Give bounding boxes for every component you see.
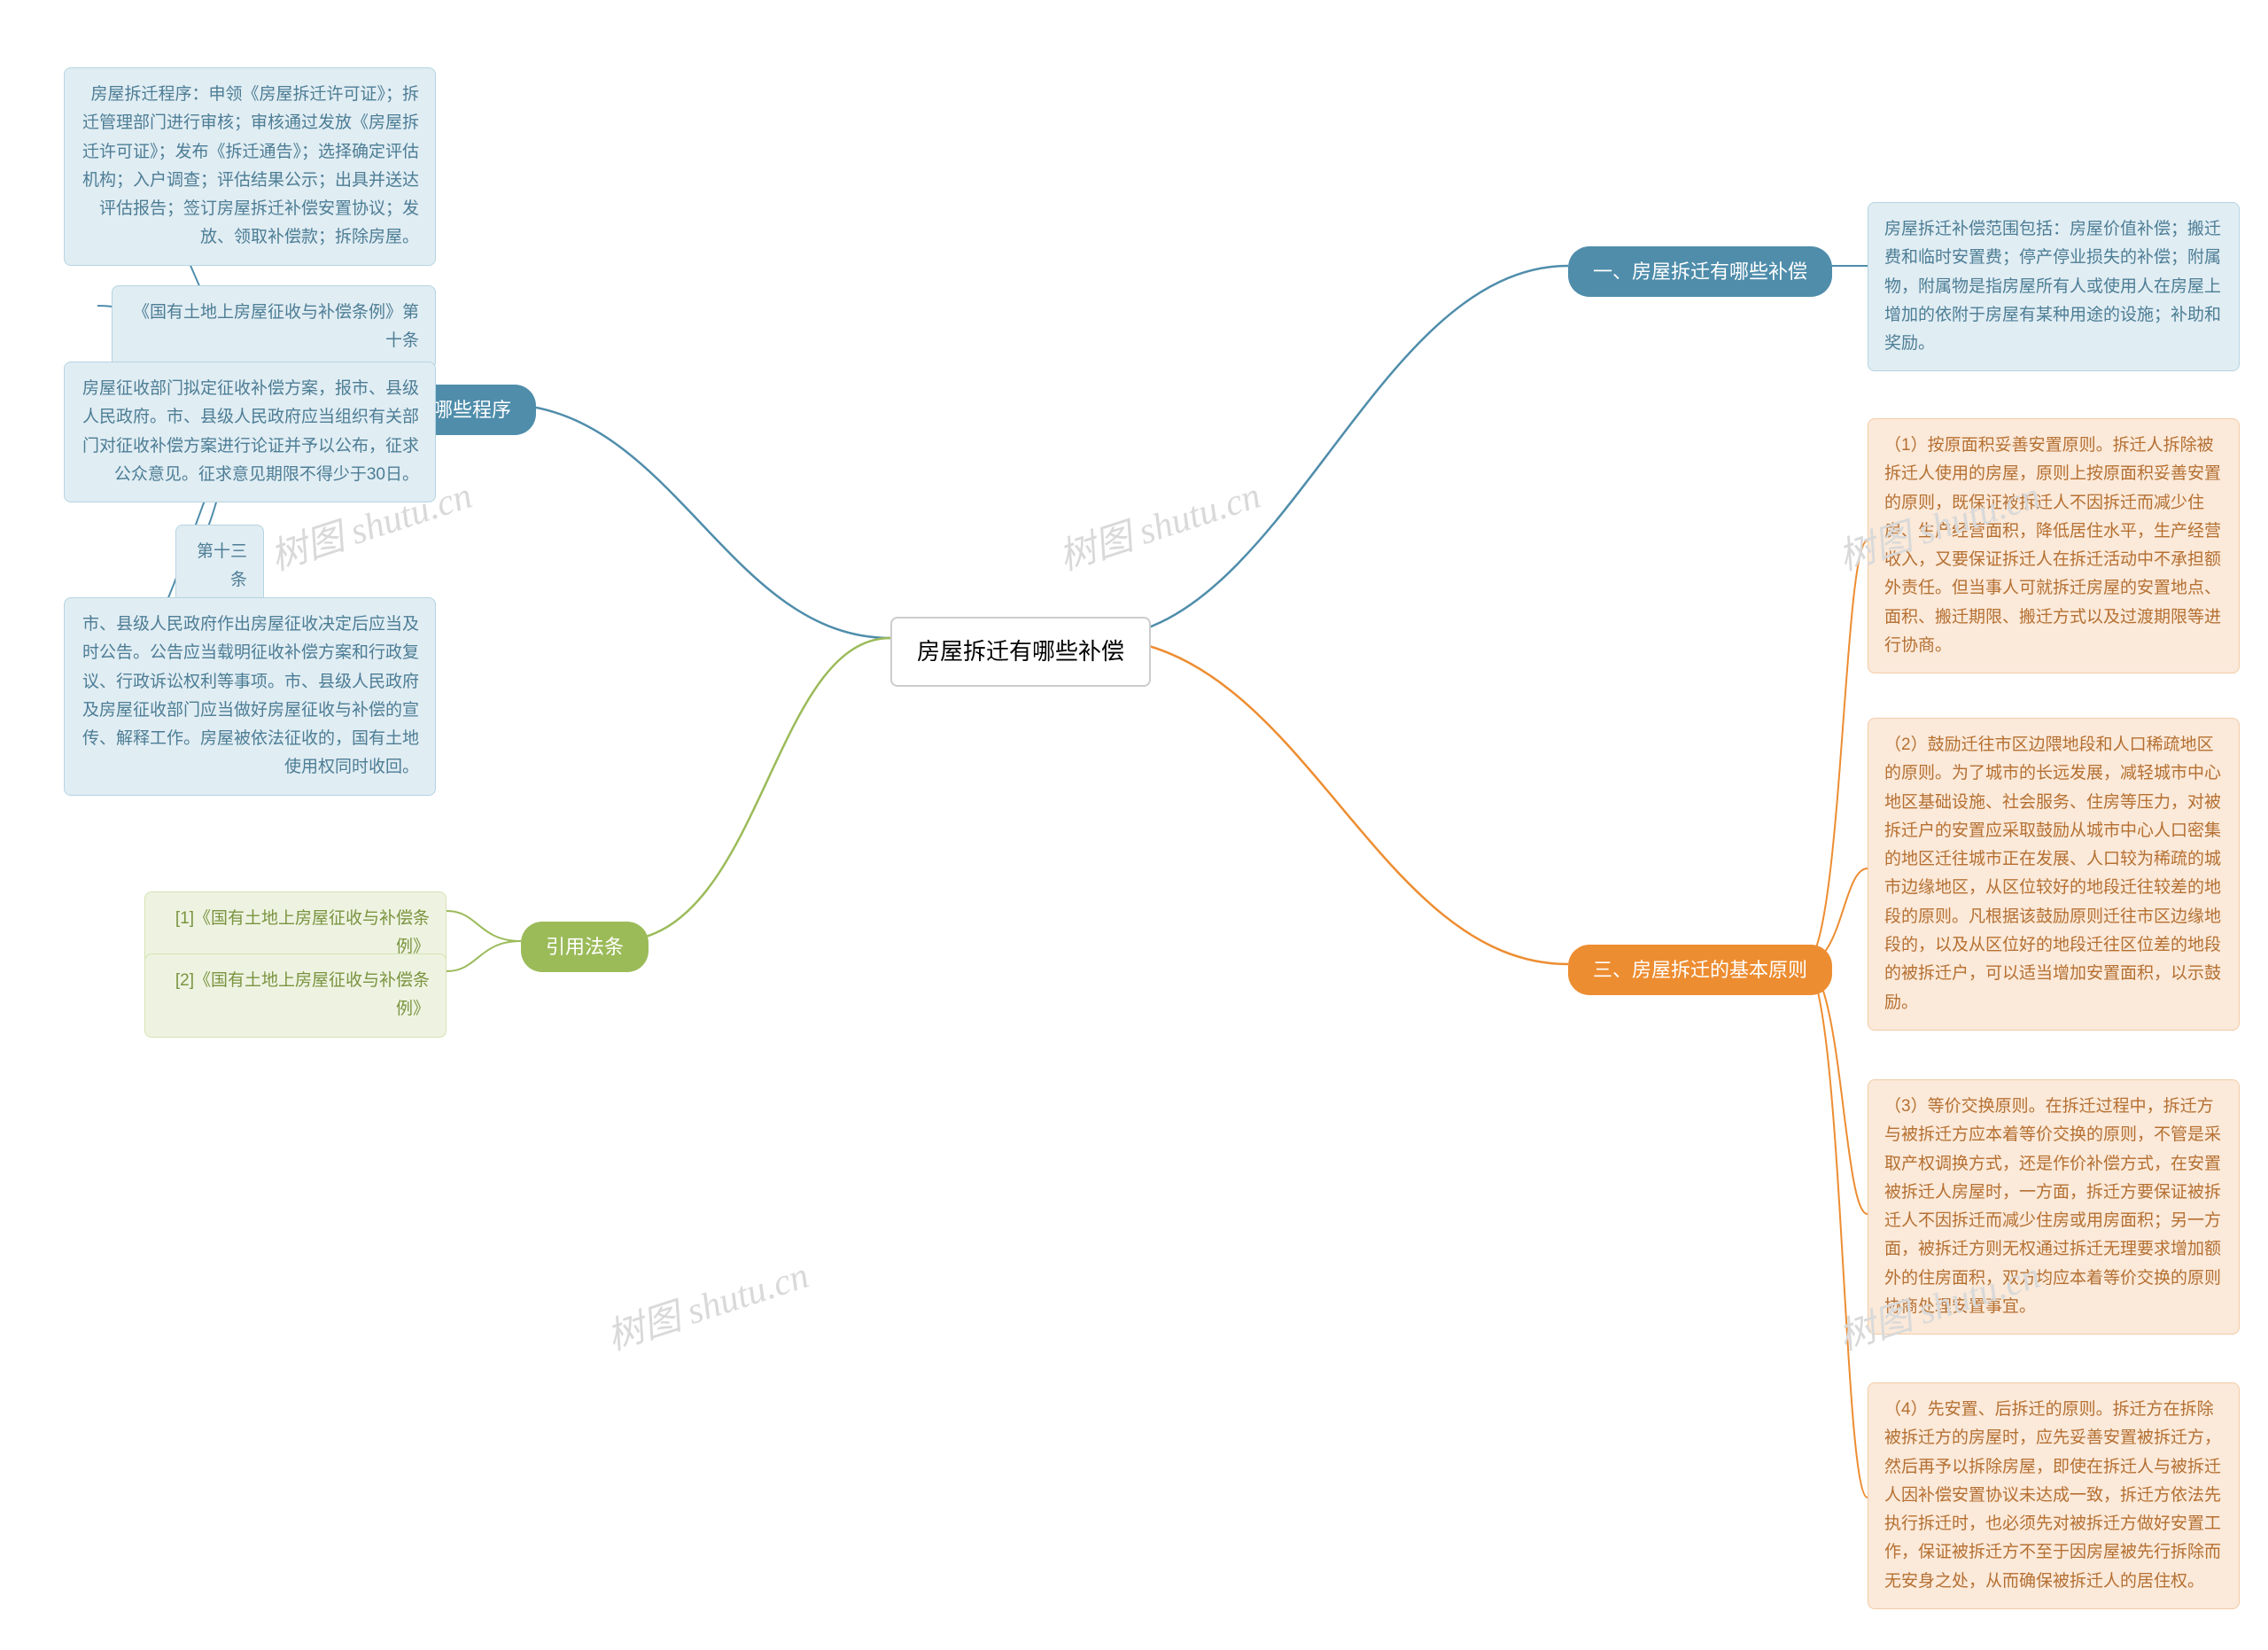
branch-3[interactable]: 三、房屋拆迁的基本原则 [1568,945,1832,995]
leaf-text: （2）鼓励迁往市区边隈地段和人口稀疏地区的原则。为了城市的长远发展，减轻城市中心… [1884,735,2221,1012]
leaf-text: 《国有土地上房屋征收与补偿条例》第十条 [133,303,419,350]
branch-4[interactable]: 引用法条 [521,922,649,972]
branch-2-leaf-2[interactable]: 《国有土地上房屋征收与补偿条例》第十条 [112,285,436,370]
branch-3-leaf-4[interactable]: （4）先安置、后拆迁的原则。拆迁方在拆除被拆迁方的房屋时，应先妥善安置被拆迁方，… [1868,1382,2240,1609]
root-label: 房屋拆迁有哪些补偿 [917,638,1124,665]
branch-3-leaf-3[interactable]: （3）等价交换原则。在拆迁过程中，拆迁方与被拆迁方应本着等价交换的原则，不管是采… [1868,1079,2240,1335]
branch-3-label: 三、房屋拆迁的基本原则 [1593,959,1807,981]
leaf-text: （1）按原面积妥善安置原则。拆迁人拆除被拆迁人使用的房屋，原则上按原面积妥善安置… [1884,436,2221,655]
watermark: 树图 shutu.cn [599,1245,814,1361]
branch-1-leaf-1[interactable]: 房屋拆迁补偿范围包括：房屋价值补偿；搬迁费和临时安置费；停产停业损失的补偿；附属… [1868,202,2240,371]
leaf-text: （3）等价交换原则。在拆迁过程中，拆迁方与被拆迁方应本着等价交换的原则，不管是采… [1884,1097,2221,1316]
branch-2-leaf-3[interactable]: 房屋征收部门拟定征收补偿方案，报市、县级人民政府。市、县级人民政府应当组织有关部… [64,362,436,502]
leaf-text: [2]《国有土地上房屋征收与补偿条例》 [175,971,430,1018]
branch-1-label: 一、房屋拆迁有哪些补偿 [1593,261,1807,283]
root-node[interactable]: 房屋拆迁有哪些补偿 [890,617,1151,687]
leaf-text: [1]《国有土地上房屋征收与补偿条例》 [175,909,430,956]
branch-2-leaf-1[interactable]: 房屋拆迁程序：申领《房屋拆迁许可证》；拆迁管理部门进行审核；审核通过发放《房屋拆… [64,67,436,266]
leaf-text: （4）先安置、后拆迁的原则。拆迁方在拆除被拆迁方的房屋时，应先妥善安置被拆迁方，… [1884,1400,2221,1591]
branch-4-leaf-2[interactable]: [2]《国有土地上房屋征收与补偿条例》 [144,953,447,1038]
leaf-text: 第十三条 [197,542,247,589]
branch-2-leaf-5[interactable]: 市、县级人民政府作出房屋征收决定后应当及时公告。公告应当载明征收补偿方案和行政复… [64,597,436,796]
leaf-text: 房屋拆迁补偿范围包括：房屋价值补偿；搬迁费和临时安置费；停产停业损失的补偿；附属… [1884,220,2221,353]
leaf-text: 房屋征收部门拟定征收补偿方案，报市、县级人民政府。市、县级人民政府应当组织有关部… [82,379,419,484]
leaf-text: 房屋拆迁程序：申领《房屋拆迁许可证》；拆迁管理部门进行审核；审核通过发放《房屋拆… [82,85,419,246]
leaf-text: 市、县级人民政府作出房屋征收决定后应当及时公告。公告应当载明征收补偿方案和行政复… [82,615,419,776]
watermark: 树图 shutu.cn [1051,465,1266,581]
branch-3-leaf-2[interactable]: （2）鼓励迁往市区边隈地段和人口稀疏地区的原则。为了城市的长远发展，减轻城市中心… [1868,718,2240,1031]
branch-3-leaf-1[interactable]: （1）按原面积妥善安置原则。拆迁人拆除被拆迁人使用的房屋，原则上按原面积妥善安置… [1868,418,2240,673]
branch-2-leaf-4[interactable]: 第十三条 [175,525,264,609]
branch-1[interactable]: 一、房屋拆迁有哪些补偿 [1568,246,1832,297]
branch-4-label: 引用法条 [546,936,624,958]
